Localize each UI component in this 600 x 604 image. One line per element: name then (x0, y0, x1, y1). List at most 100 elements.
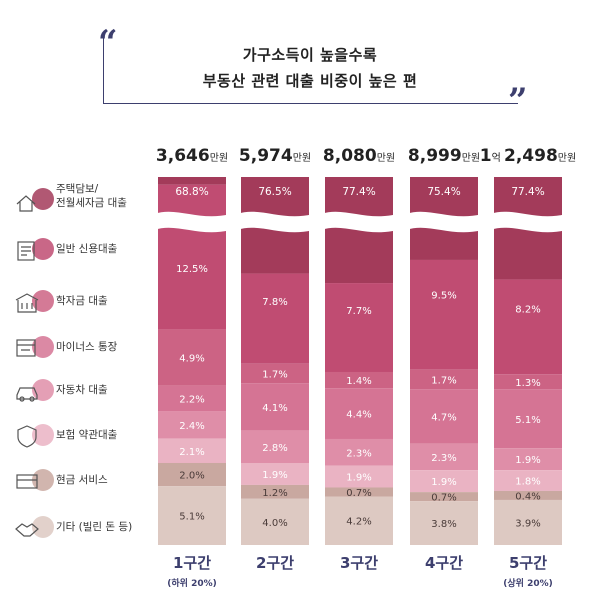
bar-segment (494, 499, 562, 545)
data-label: 4.2% (346, 517, 371, 528)
data-label: 0.7% (431, 493, 456, 504)
data-label: 8.2% (515, 305, 540, 316)
data-label: 2.3% (431, 453, 456, 464)
bar-segment (410, 443, 478, 471)
total-unit: 만원 (292, 153, 312, 164)
data-label: 2.4% (179, 421, 204, 432)
data-label: 77.4% (511, 186, 544, 198)
axis-break (154, 211, 230, 233)
bar-segment (158, 438, 226, 463)
data-label: 7.8% (262, 297, 287, 308)
data-label: 1.8% (515, 477, 540, 488)
bankbook-icon (16, 339, 36, 357)
car-icon (16, 387, 38, 402)
data-label: 1.3% (515, 378, 540, 389)
school-building-icon (15, 293, 39, 313)
category-label: 2구간 (255, 554, 295, 572)
data-label: 12.5% (176, 264, 208, 275)
data-label: 1.9% (431, 477, 456, 488)
legend-item: 현금 서비스 (8, 463, 158, 503)
bar-segment (158, 329, 226, 386)
bar-segment (410, 470, 478, 493)
legend-swatch (32, 188, 54, 210)
axis-break (237, 211, 313, 233)
bar-segment (410, 389, 478, 444)
bar-segment (325, 487, 393, 497)
data-label: 2.1% (179, 447, 204, 458)
legend-item: 학자금 대출 (8, 284, 158, 324)
legend-item: 마이너스 통장 (8, 330, 158, 370)
total-unit: 만원 (209, 153, 229, 164)
legend-label: 자동차 대출 (56, 384, 108, 396)
total-value: 8,999 (407, 146, 462, 166)
data-label: 76.5% (258, 186, 291, 198)
bar-segment (325, 496, 393, 545)
bar-total: 1억 2,498만원 (473, 146, 583, 166)
bar-segment (325, 438, 393, 466)
data-label: 0.7% (346, 488, 371, 499)
data-label: 2.3% (346, 448, 371, 459)
total-value: 8,080 (322, 146, 377, 166)
legend-swatch (32, 238, 54, 260)
legend-label: 기타 (빌린 돈 등) (56, 521, 133, 533)
data-label: 4.7% (431, 412, 456, 423)
data-label: 0.4% (515, 491, 540, 502)
bar-segment (410, 492, 478, 502)
total-value: 3,646 (155, 146, 210, 166)
bar-1: 68.8% 12.5% 4.9% 2.2% 2.4% 2.1% 2.0% 5.1% (154, 177, 230, 545)
data-label: 4.0% (262, 518, 287, 529)
category-label: 1구간 (172, 554, 212, 572)
data-label: 2.0% (179, 471, 204, 482)
category-label: 5구간 (508, 554, 548, 572)
bar-segment (241, 498, 309, 545)
legend-label: 보험 약관대출 (56, 429, 118, 441)
total-unit: 만원 (461, 153, 481, 164)
data-label: 1.9% (262, 470, 287, 481)
bar-segment (494, 448, 562, 471)
data-label: 5.1% (179, 512, 204, 523)
handshake-icon (15, 523, 39, 537)
credit-document-icon (17, 241, 35, 261)
insurance-shield-icon (17, 425, 37, 448)
bar-4: 75.4% 9.5% 1.7% 4.7% 2.3% 1.9% 0.7% 3.8% (406, 177, 482, 545)
bar-segment (494, 470, 562, 491)
legend-label: 마이너스 통장 (56, 341, 118, 353)
data-label: 3.9% (515, 518, 540, 529)
bar-5: 77.4% 8.2% 1.3% 5.1% 1.9% 1.8% 0.4% 3.9% (490, 177, 566, 545)
legend-swatch (32, 516, 54, 538)
total-prefix: 1 (479, 146, 492, 166)
data-label: 1.9% (346, 473, 371, 484)
total-value: 2,498 (504, 146, 558, 166)
bar-segment (158, 462, 226, 487)
bar-segment (241, 430, 309, 463)
bar-segment (241, 363, 309, 384)
data-label: 1.7% (262, 369, 287, 380)
legend-item: 일반 신용대출 (8, 232, 158, 272)
data-label: 2.2% (179, 394, 204, 405)
data-label: 77.4% (342, 186, 375, 198)
data-label: 1.9% (515, 455, 540, 466)
bar-segment (158, 385, 226, 412)
total-unit: 만원 (557, 153, 577, 164)
bar-total: 8,080만원 (304, 146, 414, 166)
bar-segment (325, 388, 393, 439)
legend-swatch (32, 424, 54, 446)
legend-item: 기타 (빌린 돈 등) (8, 510, 158, 550)
bar-segment (325, 371, 393, 389)
bar-3: 77.4% 7.7% 1.4% 4.4% 2.3% 1.9% 0.7% 4.2% (321, 177, 397, 545)
bar-segment (494, 490, 562, 500)
data-label: 9.5% (431, 290, 456, 301)
bar-segment (410, 259, 478, 370)
cash-card-icon (16, 474, 38, 489)
category-note: (상위 20%) (503, 579, 553, 589)
data-label: 4.4% (346, 410, 371, 421)
total-value: 5,974 (238, 146, 293, 166)
bar-segment (241, 273, 309, 364)
total-unit: 만원 (376, 153, 396, 164)
category-label: 4구간 (424, 554, 464, 572)
legend-label: 일반 신용대출 (56, 243, 118, 255)
data-label: 7.7% (346, 306, 371, 317)
axis-break (406, 211, 482, 233)
axis-break (490, 211, 566, 233)
